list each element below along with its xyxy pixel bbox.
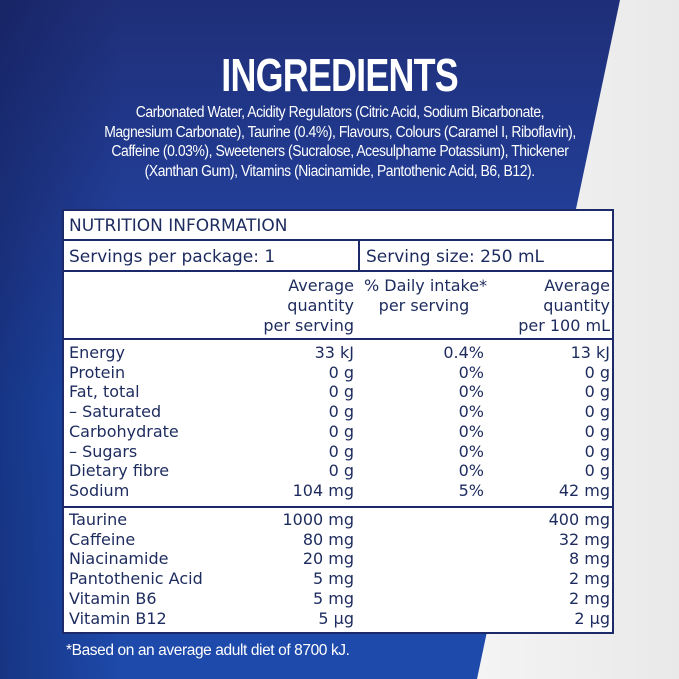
extra-name: Pantothenic Acid: [69, 569, 203, 589]
extra-per-100ml: 400 mg: [548, 510, 610, 529]
ingredients-line: (Xanthan Gum), Vitamins (Niacinamide, Pa…: [145, 162, 535, 180]
header-line: per serving: [378, 296, 470, 315]
nutrient-name: Sodium: [69, 480, 130, 500]
header-line: quantity: [287, 296, 354, 315]
nutrient-daily-intake: 0%: [458, 421, 484, 441]
extra-per-serving: 20 mg: [302, 549, 354, 569]
nutrient-per-serving: 0 g: [328, 421, 354, 441]
nutrient-per-100ml: 0 g: [584, 421, 610, 441]
extra-per-serving: 5 mg: [312, 588, 354, 608]
extra-per-serving: 80 mg: [302, 529, 354, 549]
ingredients-line: Magnesium Carbonate), Taurine (0.4%), Fl…: [104, 123, 576, 141]
serving-size: Serving size: 250 mL: [366, 247, 544, 267]
nutrient-per-serving: 33 kJ: [314, 343, 354, 362]
nutrient-per-serving: 0 g: [328, 441, 354, 461]
nutrient-daily-intake: 0%: [458, 402, 484, 422]
extra-name: Vitamin B6: [69, 588, 157, 608]
header-line: per serving: [263, 316, 354, 335]
divider: [64, 239, 612, 241]
extra-name: Vitamin B12: [69, 608, 167, 628]
nutrient-daily-intake: 0%: [458, 441, 484, 461]
nutrient-name: Dietary fibre: [69, 461, 170, 481]
nutrient-per-100ml: 0 g: [584, 382, 610, 402]
nutrient-per-100ml: 0 g: [584, 461, 610, 481]
nutrient-per-100ml: 0 g: [584, 441, 610, 461]
divider: [358, 240, 360, 271]
servings-per-package: Servings per package: 1: [69, 247, 276, 267]
header-daily-intake: % Daily intake* per serving: [364, 276, 488, 316]
header-line: quantity: [543, 296, 610, 315]
header-per-100ml: Average quantity per 100 mL: [518, 276, 610, 336]
nutrient-daily-intake: 0%: [458, 461, 484, 481]
extra-per-serving: 5 mg: [312, 569, 354, 589]
extra-per-100ml: 2 µg: [574, 608, 610, 628]
extra-per-serving: 5 µg: [318, 608, 354, 628]
nutrient-daily-intake: 5%: [458, 480, 484, 500]
extra-name: Niacinamide: [69, 549, 169, 569]
extra-per-100ml: 2 mg: [568, 569, 610, 589]
nutrition-title: NUTRITION INFORMATION: [69, 216, 288, 236]
ingredients-text: Carbonated Water, Acidity Regulators (Ci…: [70, 103, 610, 181]
extra-per-100ml: 32 mg: [558, 529, 610, 549]
nutrient-daily-intake: 0%: [458, 382, 484, 402]
nutrient-name: – Sugars: [69, 441, 138, 461]
nutrient-per-serving: 0 g: [328, 382, 354, 402]
header-line: Average: [288, 276, 354, 295]
footnote: *Based on an average adult diet of 8700 …: [66, 642, 350, 659]
ingredients-line: Caffeine (0.03%), Sweeteners (Sucralose,…: [111, 143, 569, 160]
nutrient-per-100ml: 13 kJ: [570, 343, 610, 362]
header-line: per 100 mL: [518, 316, 610, 335]
nutrient-daily-intake: 0.4%: [443, 343, 484, 362]
nutrient-per-100ml: 42 mg: [558, 480, 610, 500]
nutrient-name: Fat, total: [69, 382, 140, 402]
nutrient-per-serving: 0 g: [328, 402, 354, 422]
nutrient-name: Carbohydrate: [69, 421, 179, 441]
nutrient-per-serving: 0 g: [328, 362, 354, 382]
extra-name: Caffeine: [69, 529, 136, 549]
nutrient-name: Energy: [69, 343, 126, 362]
header-per-serving: Average quantity per serving: [263, 276, 354, 336]
extra-per-100ml: 8 mg: [568, 549, 610, 569]
nutrition-table: NUTRITION INFORMATION Servings per packa…: [62, 209, 614, 634]
header-line: % Daily intake*: [364, 276, 488, 295]
nutrient-daily-intake: 0%: [458, 362, 484, 382]
ingredients-heading: INGREDIENTS: [221, 49, 458, 101]
extra-name: Taurine: [69, 510, 128, 529]
nutrient-per-serving: 104 mg: [292, 480, 354, 500]
nutrient-per-serving: 0 g: [328, 461, 354, 481]
header-line: Average: [544, 276, 610, 295]
divider: [64, 270, 612, 272]
extra-per-serving: 1000 mg: [282, 510, 354, 529]
extra-per-100ml: 2 mg: [568, 588, 610, 608]
ingredients-line: Carbonated Water, Acidity Regulators (Ci…: [135, 104, 545, 121]
nutrient-name: Protein: [69, 362, 126, 382]
divider: [64, 506, 612, 508]
nutrient-per-100ml: 0 g: [584, 402, 610, 422]
nutrient-name: – Saturated: [69, 402, 162, 422]
divider: [64, 338, 612, 340]
nutrient-per-100ml: 0 g: [584, 362, 610, 382]
